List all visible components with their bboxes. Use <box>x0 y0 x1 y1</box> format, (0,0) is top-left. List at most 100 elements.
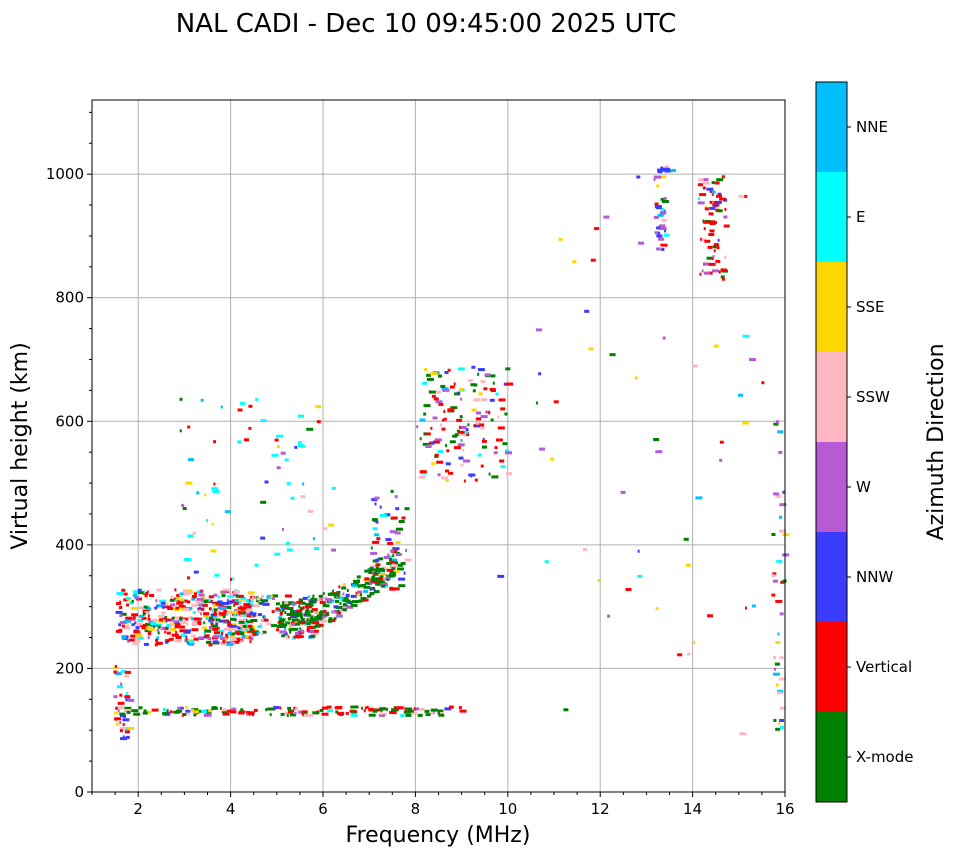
colorbar-label: E <box>856 208 865 226</box>
echo-point <box>458 706 462 710</box>
echo-point <box>774 667 777 671</box>
colorbar-label: X-mode <box>856 748 913 766</box>
echo-point <box>775 599 783 603</box>
echo-point <box>339 602 342 606</box>
echo-point <box>193 713 197 717</box>
echo-point <box>332 593 335 597</box>
echo-point <box>394 531 401 535</box>
echo-point <box>435 400 443 404</box>
echo-point <box>281 634 286 638</box>
echo-point <box>304 610 310 614</box>
echo-point <box>761 381 765 385</box>
echo-point <box>253 708 258 712</box>
echo-point <box>192 623 198 626</box>
echo-point <box>254 563 259 567</box>
echo-point <box>170 618 174 622</box>
echo-point <box>405 548 408 552</box>
echo-point <box>198 593 205 597</box>
echo-point <box>355 591 358 595</box>
echo-point <box>221 594 226 598</box>
echo-point <box>432 711 435 714</box>
y-tick-label: 1000 <box>46 165 84 183</box>
echo-point <box>217 595 220 599</box>
echo-point <box>404 708 407 712</box>
echo-point <box>174 588 177 592</box>
echo-point <box>391 550 398 554</box>
echo-point <box>175 636 182 639</box>
echo-point <box>247 627 252 631</box>
echo-point <box>131 623 135 627</box>
echo-point <box>284 711 289 715</box>
echo-point <box>360 597 367 600</box>
echo-point <box>179 429 182 433</box>
echo-point <box>169 710 173 714</box>
echo-point <box>709 200 713 204</box>
echo-point <box>296 633 300 637</box>
echo-point <box>335 614 343 618</box>
echo-point <box>391 516 398 520</box>
echo-point <box>337 614 340 618</box>
echo-point <box>144 611 150 614</box>
echo-point <box>445 479 449 482</box>
echo-point <box>590 258 596 262</box>
echo-point <box>453 382 456 386</box>
echo-point <box>342 592 345 596</box>
echo-point <box>301 444 306 448</box>
echo-point <box>703 220 711 224</box>
echo-point <box>656 184 660 188</box>
echo-point <box>295 614 299 617</box>
echo-point <box>414 707 420 711</box>
echo-point <box>397 706 404 710</box>
echo-point <box>400 562 406 565</box>
colorbar-segment <box>816 532 847 622</box>
echo-point <box>186 712 190 716</box>
echo-point <box>248 426 252 430</box>
echo-point <box>290 615 298 618</box>
echo-point <box>704 262 710 266</box>
echo-point <box>405 707 412 711</box>
echo-point <box>173 710 181 714</box>
echo-point <box>325 598 333 602</box>
echo-point <box>136 620 139 624</box>
echo-point <box>459 387 464 391</box>
echo-point <box>463 479 466 483</box>
echo-point <box>284 627 287 631</box>
echo-point <box>386 561 393 565</box>
echo-point <box>130 607 138 610</box>
echo-point <box>136 622 143 626</box>
echo-point <box>339 597 345 601</box>
echo-point <box>712 255 715 259</box>
echo-point <box>392 547 395 551</box>
echo-point <box>300 495 306 499</box>
echo-point <box>656 234 663 238</box>
echo-point <box>363 585 371 589</box>
echo-point <box>707 614 713 618</box>
echo-point <box>717 238 720 242</box>
echo-point <box>583 548 587 552</box>
echo-point <box>293 635 301 639</box>
echo-point <box>389 530 397 534</box>
echo-point <box>246 614 250 618</box>
echo-point <box>535 401 538 405</box>
echo-point <box>191 709 195 712</box>
echo-point <box>221 710 228 714</box>
echo-point <box>713 249 716 253</box>
echo-point <box>323 611 328 615</box>
echo-point <box>181 599 188 603</box>
echo-point <box>249 633 253 637</box>
echo-point <box>776 420 779 424</box>
echo-point <box>284 621 290 625</box>
echo-point <box>219 629 225 633</box>
echo-point <box>205 711 209 715</box>
echo-point <box>187 534 194 538</box>
echo-point <box>306 618 310 622</box>
echo-point <box>185 705 188 709</box>
echo-point <box>282 601 287 605</box>
echo-point <box>184 558 192 561</box>
echo-point <box>145 606 150 610</box>
echo-point <box>193 592 197 596</box>
echo-point <box>227 631 232 635</box>
echo-point <box>372 540 380 544</box>
echo-point <box>187 589 192 593</box>
echo-point <box>369 580 372 584</box>
